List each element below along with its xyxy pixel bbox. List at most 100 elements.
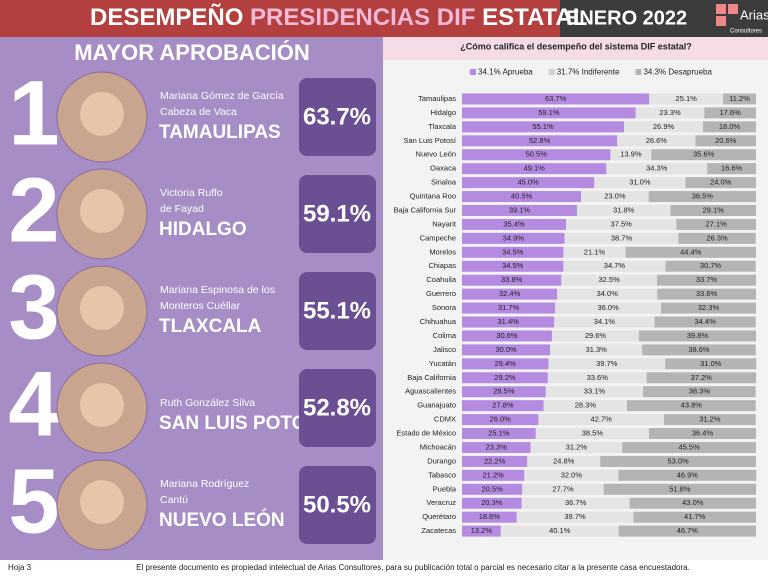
logo-icon (728, 4, 738, 14)
photo-face (80, 383, 124, 427)
value-label: 11.2% (729, 94, 750, 103)
bar-segment (594, 177, 686, 189)
value-label: 17.6% (719, 108, 741, 117)
bar-segment (462, 414, 539, 426)
value-label: 31.3% (586, 345, 608, 354)
value-label: 16.6% (721, 164, 743, 173)
rank: 5 (8, 450, 59, 552)
percent: 55.1% (303, 297, 371, 324)
rank: 2 (8, 159, 59, 261)
value-label: 31.4% (498, 317, 520, 326)
bar-segment (530, 441, 623, 453)
bar-segment (462, 274, 562, 286)
bar-segment (723, 93, 756, 105)
value-label: 13.9% (620, 150, 642, 159)
person-name: Mariana Gómez de García (160, 90, 284, 102)
value-label: 18.6% (479, 512, 501, 521)
value-label: 34.9% (503, 233, 525, 242)
bar-segment (643, 386, 756, 398)
percent-box (299, 369, 376, 447)
person-name: Monteros Cuéllar (160, 300, 240, 312)
value-label: 32.0% (561, 470, 583, 479)
person-name: Cabeza de Vaca (160, 106, 237, 118)
value-label: 39.8% (687, 331, 709, 340)
bar-segment (657, 288, 756, 300)
person-name: Victoria Ruffo (160, 187, 223, 199)
legend-swatch (470, 69, 476, 75)
category-label: San Luis Potosí (403, 136, 456, 145)
category-label: Tamaulipas (418, 94, 456, 103)
rank: 4 (8, 353, 59, 455)
bar-segment (462, 93, 650, 105)
logo-icon (716, 4, 726, 14)
value-label: 46.9% (677, 470, 699, 479)
bar-segment (524, 469, 619, 481)
percent-box (299, 78, 376, 156)
bar-segment (548, 358, 666, 370)
bar-segment (581, 191, 649, 203)
value-label: 43.0% (682, 498, 704, 507)
photo-face (80, 480, 124, 524)
value-label: 29.1% (703, 205, 725, 214)
legend-label: 31.7% Indiferente (557, 68, 620, 77)
bar-segment (462, 469, 525, 481)
bar-segment (638, 330, 756, 342)
category-label: Yucatán (429, 359, 456, 368)
percent: 63.7% (303, 103, 371, 130)
bar-segment (462, 386, 546, 398)
value-label: 55.1% (532, 122, 554, 131)
bar-segment (462, 288, 558, 300)
bar-segment (462, 441, 531, 453)
value-label: 31.0% (700, 359, 722, 368)
title-part: PRESIDENCIAS DIF (250, 4, 475, 31)
value-label: 34.3% (646, 164, 668, 173)
category-label: CDMX (434, 415, 456, 424)
category-label: Sonora (432, 303, 457, 312)
value-label: 51.8% (669, 484, 691, 493)
bar-segment (563, 246, 626, 258)
bar-segment (500, 525, 619, 537)
bar-segment (522, 483, 604, 495)
bar-segment (646, 372, 756, 384)
percent-box (299, 175, 376, 253)
value-label: 36.7% (565, 498, 587, 507)
bar-segment (521, 497, 630, 509)
photo-face (80, 92, 124, 136)
bar-segment (462, 358, 549, 370)
value-label: 26.0% (490, 415, 512, 424)
category-label: Tabasco (428, 470, 456, 479)
value-label: 40.1% (549, 526, 571, 535)
bar-segment (707, 163, 756, 175)
header-date: ENERO 2022 (566, 7, 687, 29)
value-label: 30.7% (700, 261, 722, 270)
category-label: Puebla (433, 484, 457, 493)
category-label: Veracruz (426, 498, 456, 507)
bar-segment (566, 218, 677, 230)
value-label: 22.2% (484, 456, 506, 465)
person-name: Mariana Rodríguez (160, 478, 249, 490)
category-label: Coahuila (426, 275, 456, 284)
percent-box (299, 272, 376, 350)
value-label: 27.8% (492, 401, 514, 410)
footer-note: El presente documento es propiedad intel… (136, 563, 690, 572)
value-label: 33.6% (587, 373, 609, 382)
value-label: 41.7% (684, 512, 706, 521)
percent: 59.1% (303, 200, 371, 227)
category-label: Colima (433, 331, 457, 340)
value-label: 36.4% (692, 429, 714, 438)
value-label: 29.6% (585, 331, 607, 340)
value-label: 45.5% (678, 442, 700, 451)
value-label: 23.0% (604, 192, 626, 201)
category-label: Chihuahua (420, 317, 457, 326)
value-label: 37.2% (691, 373, 713, 382)
value-label: 45.0% (518, 178, 540, 187)
value-label: 20.5% (481, 484, 503, 493)
bar-segment (462, 525, 501, 537)
bar-segment (626, 400, 756, 412)
bar-segment (704, 107, 756, 119)
bar-segment (606, 163, 708, 175)
value-label: 21.2% (483, 470, 505, 479)
header-band (0, 0, 560, 37)
bar-segment (462, 232, 565, 244)
category-label: Estado de México (396, 429, 456, 438)
